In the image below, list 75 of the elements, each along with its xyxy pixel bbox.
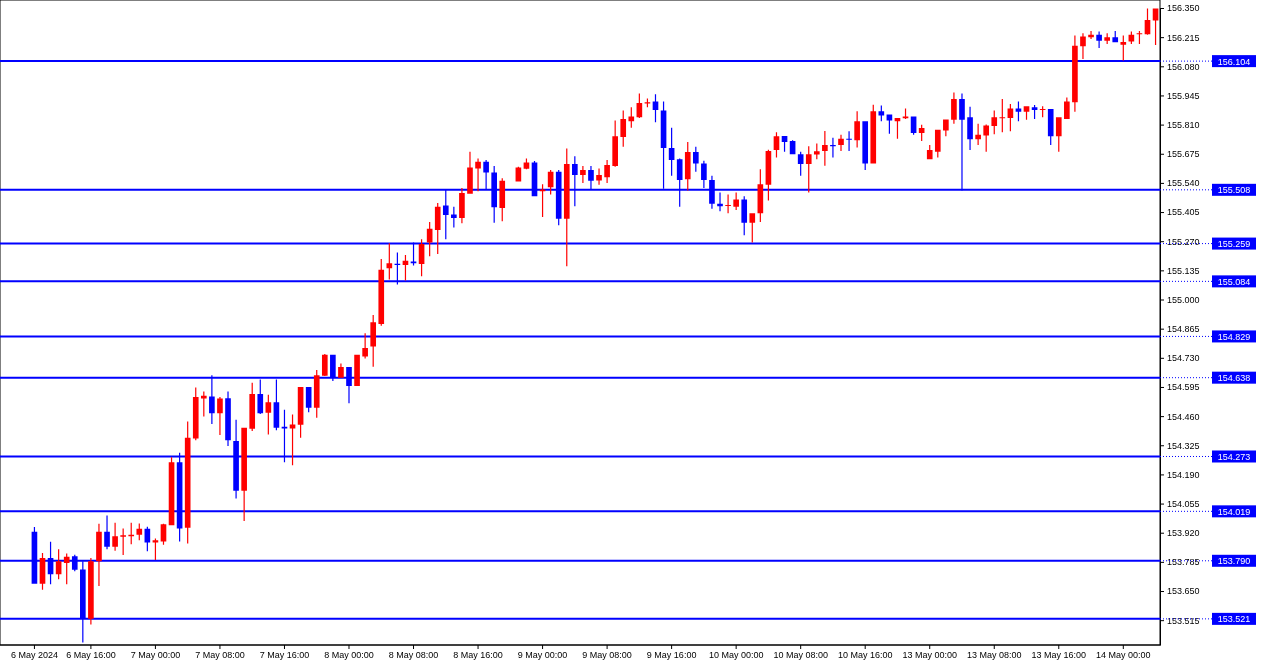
y-tick-label: 155.135 <box>1167 265 1200 276</box>
x-tick-label: 10 May 00:00 <box>708 650 764 661</box>
ref-line-label: 154.019 <box>1217 506 1251 517</box>
x-tick-label: 13 May 00:00 <box>902 650 957 661</box>
ref-line-label: 153.790 <box>1217 556 1251 567</box>
candlestick <box>838 134 844 151</box>
x-tick-label: 9 May 16:00 <box>646 650 697 661</box>
candlestick <box>467 151 473 194</box>
y-tick-label: 154.595 <box>1167 382 1200 393</box>
y-tick-label: 155.000 <box>1167 294 1200 305</box>
candlestick <box>604 160 610 184</box>
ref-line-label: 154.829 <box>1217 331 1251 342</box>
candlestick <box>475 158 481 192</box>
y-tick-label: 153.920 <box>1167 528 1200 539</box>
y-tick-label: 154.190 <box>1167 469 1200 480</box>
y-tick-label: 155.810 <box>1167 119 1200 130</box>
candlestick <box>1080 33 1086 59</box>
y-tick-label: 154.055 <box>1167 498 1200 509</box>
ref-line-label: 153.521 <box>1217 614 1251 625</box>
x-tick-label: 7 May 16:00 <box>259 650 310 661</box>
y-tick-label: 153.785 <box>1167 557 1200 568</box>
ref-line-label: 156.104 <box>1217 56 1251 67</box>
y-tick-label: 153.650 <box>1167 586 1200 597</box>
y-tick-label: 155.540 <box>1167 178 1200 189</box>
candlestick <box>1104 33 1110 45</box>
candlestick <box>1064 97 1070 119</box>
candlestick <box>338 363 344 378</box>
y-tick-label: 155.270 <box>1167 236 1200 247</box>
candlestick <box>580 166 586 184</box>
x-tick-label: 8 May 16:00 <box>453 650 503 661</box>
x-tick-label: 9 May 08:00 <box>582 650 632 661</box>
candlestick <box>951 92 957 124</box>
x-tick-label: 13 May 16:00 <box>1031 650 1087 661</box>
x-tick-label: 8 May 00:00 <box>324 650 374 661</box>
x-tick-label: 8 May 08:00 <box>388 650 439 661</box>
candlestick <box>830 137 836 158</box>
y-tick-label: 155.675 <box>1167 149 1200 160</box>
y-tick-label: 156.215 <box>1167 32 1200 43</box>
candlestick <box>112 522 118 551</box>
ref-line-label: 155.259 <box>1217 239 1251 250</box>
x-tick-label: 6 May 2024 <box>10 650 58 661</box>
y-tick-label: 153.515 <box>1167 615 1200 626</box>
y-tick-label: 156.350 <box>1167 3 1200 14</box>
y-tick-label: 155.405 <box>1167 207 1200 218</box>
ref-line-label: 155.508 <box>1217 185 1251 196</box>
x-tick-label: 7 May 08:00 <box>195 650 245 661</box>
x-tick-label: 10 May 16:00 <box>837 650 893 661</box>
y-tick-label: 154.730 <box>1167 353 1200 364</box>
y-tick-label: 154.325 <box>1167 440 1200 451</box>
y-tick-label: 154.460 <box>1167 411 1200 422</box>
candlestick <box>596 168 602 185</box>
candlestick <box>749 213 756 243</box>
candlestick <box>225 391 231 446</box>
ref-line-label: 154.638 <box>1217 373 1251 384</box>
ref-line-label: 155.084 <box>1217 276 1251 287</box>
candlestick <box>96 523 102 587</box>
x-tick-label: 7 May 00:00 <box>130 650 181 661</box>
candlestick <box>725 194 731 214</box>
x-tick-label: 13 May 08:00 <box>966 650 1022 661</box>
candlestick <box>1072 35 1078 112</box>
candlestick <box>967 106 973 151</box>
x-tick-label: 14 May 00:00 <box>1096 650 1151 661</box>
candlestick <box>1088 30 1094 40</box>
x-tick-label: 10 May 08:00 <box>773 650 828 661</box>
candlestick <box>120 528 126 555</box>
ref-line-label: 154.273 <box>1217 451 1251 462</box>
y-tick-label: 156.080 <box>1167 61 1200 72</box>
candlestick <box>104 515 110 550</box>
x-tick-label: 6 May 16:00 <box>66 650 116 661</box>
y-tick-label: 155.945 <box>1167 90 1200 101</box>
candlestick <box>846 131 852 151</box>
candlestick <box>217 396 223 435</box>
candlestick <box>459 188 465 224</box>
x-tick-label: 9 May 00:00 <box>517 650 568 661</box>
y-tick-label: 154.865 <box>1167 324 1200 335</box>
